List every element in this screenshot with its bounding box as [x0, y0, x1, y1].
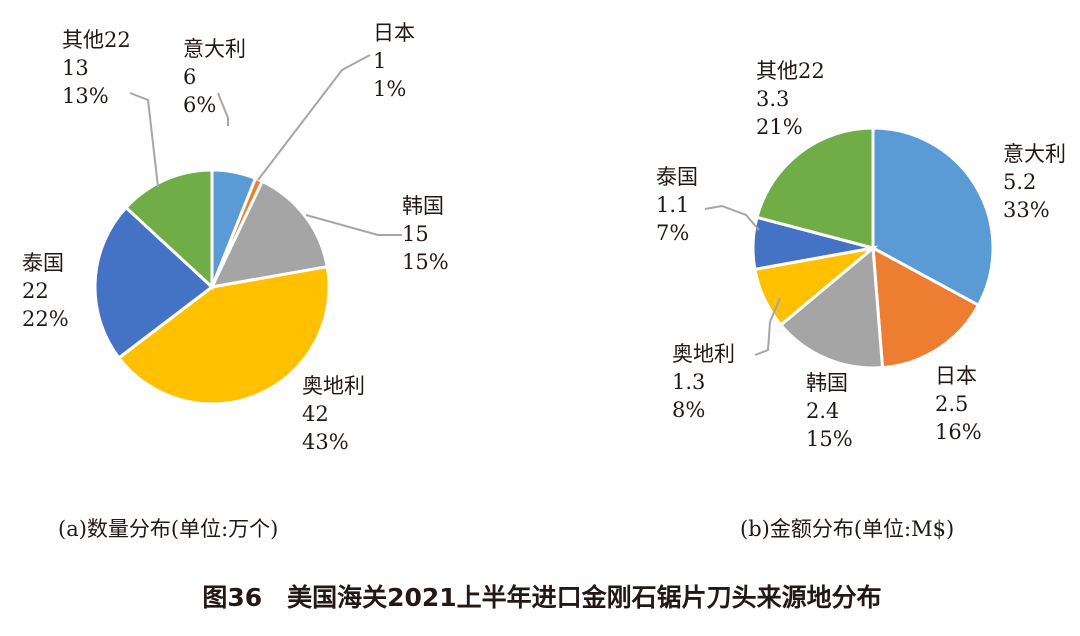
- label-others22-percent: 21%: [756, 115, 803, 139]
- caption-quantity: (a)数量分布(单位:万个): [58, 517, 278, 541]
- label-austria-percent: 43%: [302, 430, 349, 454]
- pie-slice-thailand: [93, 205, 215, 360]
- leader-line-italy: [217, 92, 229, 126]
- pie-chart-quantity: [93, 168, 331, 406]
- figure-title: 图36 美国海关2021上半年进口金刚石锯片刀头来源地分布: [202, 583, 881, 612]
- pie-slice-austria: [116, 264, 331, 406]
- label-thailand-value: 22: [22, 279, 49, 303]
- label-japan-percent: 16%: [935, 420, 982, 444]
- label-italy-percent: 33%: [1003, 198, 1050, 222]
- caption-amount: (b)金额分布(单位:M$): [740, 517, 954, 541]
- label-italy-value: 6: [183, 65, 196, 89]
- leader-line-austria: [754, 297, 781, 356]
- label-austria-name: 奥地利: [672, 342, 735, 366]
- label-austria-value: 42: [302, 402, 329, 426]
- label-korea-value: 15: [402, 222, 429, 246]
- label-others22-value: 13: [62, 56, 89, 80]
- label-thailand-name: 泰国: [22, 251, 64, 275]
- leader-line-japan: [257, 54, 371, 181]
- label-thailand-percent: 22%: [22, 307, 69, 331]
- pie-slice-others22: [755, 126, 875, 250]
- label-thailand-name: 泰国: [656, 165, 698, 189]
- label-thailand-percent: 7%: [656, 221, 689, 245]
- pie-slice-japan: [871, 245, 981, 370]
- label-japan-name: 日本: [373, 21, 415, 45]
- label-others22-name: 其他22: [62, 28, 131, 52]
- pie-slice-korea: [209, 179, 329, 289]
- pie-slice-korea: [778, 244, 885, 370]
- pie-slice-others22: [123, 168, 214, 291]
- pie-labels-quantity: 意大利 6 6% 日本 1 1% 韩国 15 15% 奥地利 42 43% 泰国 22 22% 其他22 13 1…: [22, 21, 449, 454]
- label-austria-percent: 8%: [672, 398, 705, 422]
- label-others22-name: 其他22: [756, 59, 825, 83]
- leader-line-thailand: [704, 204, 760, 231]
- label-italy-value: 5.2: [1003, 170, 1036, 194]
- pie-chart-amount: [751, 126, 995, 370]
- leader-line-others22: [129, 92, 159, 188]
- label-italy-percent: 6%: [183, 93, 216, 117]
- label-thailand-value: 1.1: [656, 193, 689, 217]
- label-italy-name: 意大利: [1003, 142, 1066, 166]
- label-austria-name: 奥地利: [302, 374, 365, 398]
- pie-slice-italy: [871, 126, 995, 308]
- label-japan-name: 日本: [935, 364, 977, 388]
- label-others22-percent: 13%: [62, 84, 109, 108]
- label-austria-value: 1.3: [672, 370, 705, 394]
- label-japan-percent: 1%: [373, 77, 406, 101]
- label-italy-name: 意大利: [183, 37, 246, 61]
- label-japan-value: 1: [373, 49, 386, 73]
- label-korea-name: 韩国: [806, 371, 848, 395]
- leader-line-korea: [305, 214, 402, 236]
- pie-labels-amount: 意大利 5.2 33% 日本 2.5 16% 韩国 2.4 15% 奥地利 1.3 8% 泰国 1.1 7%…: [656, 59, 1066, 451]
- label-korea-name: 韩国: [402, 194, 444, 218]
- label-korea-percent: 15%: [806, 427, 853, 451]
- label-japan-value: 2.5: [935, 392, 968, 416]
- label-others22-value: 3.3: [756, 87, 789, 111]
- label-korea-percent: 15%: [402, 250, 449, 274]
- label-korea-value: 2.4: [806, 399, 839, 423]
